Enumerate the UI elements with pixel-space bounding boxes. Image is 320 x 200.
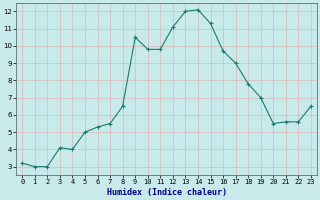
- X-axis label: Humidex (Indice chaleur): Humidex (Indice chaleur): [107, 188, 227, 197]
